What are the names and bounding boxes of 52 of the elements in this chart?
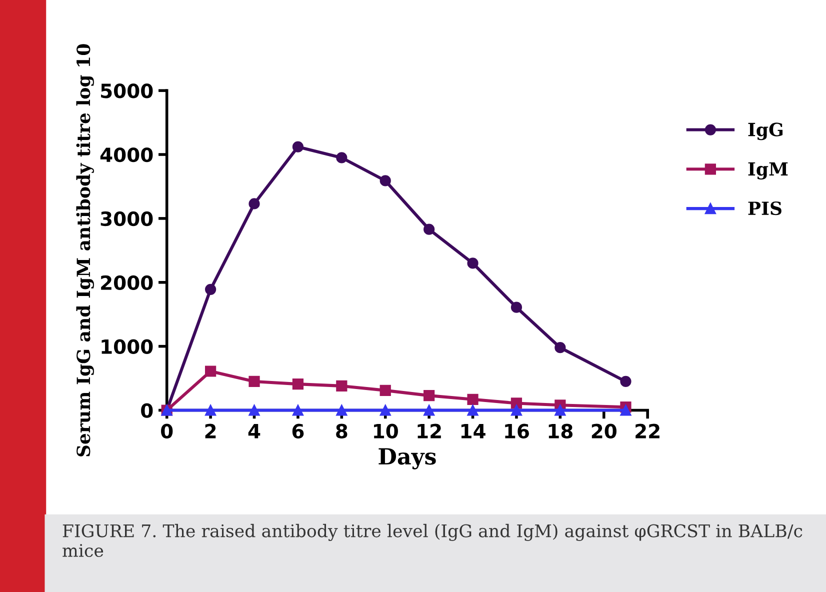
x-tick-label: 20: [592, 424, 616, 438]
point: [510, 302, 522, 313]
y-tick-label: 3000: [100, 211, 153, 226]
point: [510, 398, 522, 409]
x-tick-label: 12: [418, 424, 441, 438]
y-tick-label: 5000: [101, 84, 153, 98]
point: [620, 376, 632, 388]
point: [620, 404, 632, 416]
legend-label: IgG: [748, 122, 783, 140]
point: [336, 380, 348, 392]
point: [292, 141, 304, 152]
x-tick-label: 8: [336, 424, 348, 438]
x-tick-label: 2: [205, 424, 216, 438]
point: [380, 404, 391, 416]
x-tick-label: 0: [161, 424, 173, 438]
point: [292, 378, 304, 390]
x-tick-label: 14: [461, 424, 486, 438]
point: [380, 384, 391, 396]
point: [424, 404, 435, 416]
x-axis-title: Days: [378, 448, 436, 470]
caption: FIGURE 7. The raised antibody titre level (IgG and IgM) against φGRCST in BALB/c mice: [62, 524, 802, 558]
point: [248, 404, 260, 416]
point: [424, 224, 435, 235]
point: [292, 404, 304, 416]
x-tick-label: 4: [248, 424, 260, 438]
point: [336, 404, 348, 416]
legend-label: PIS: [748, 201, 782, 216]
x-tick-label: 6: [292, 424, 304, 438]
x-tick-label: 16: [505, 424, 529, 438]
point: [336, 152, 348, 164]
point: [467, 258, 478, 269]
point: [467, 404, 478, 416]
point: [248, 376, 260, 388]
point: [510, 404, 522, 416]
y-tick-label: 1000: [102, 339, 153, 354]
y-tick-label: 2000: [101, 275, 153, 290]
point: [205, 404, 216, 416]
x-tick-label: 22: [636, 424, 660, 438]
point: [205, 284, 216, 295]
point: [424, 390, 435, 402]
point: [554, 342, 566, 354]
y-axis-title: Serum IgG and IgM antibody titre log 10: [76, 44, 94, 456]
y-tick-label: 4000: [100, 147, 153, 162]
point: [380, 175, 391, 186]
point: [467, 394, 478, 405]
legend-label: IgM: [748, 162, 788, 180]
x-tick-label: 10: [374, 424, 398, 438]
x-tick-label: 18: [548, 424, 572, 438]
point: [248, 198, 260, 210]
point: [554, 404, 566, 416]
point: [205, 366, 216, 377]
y-tick-label: 0: [141, 403, 153, 418]
